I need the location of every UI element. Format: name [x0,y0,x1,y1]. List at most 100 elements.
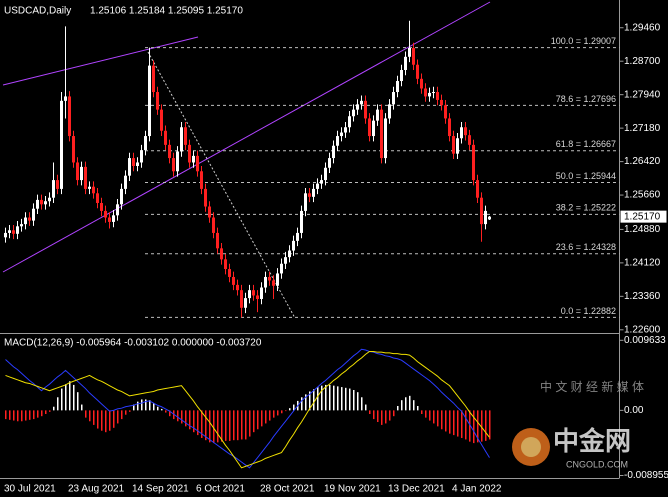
candle-body [32,208,35,221]
histogram-bar [417,406,419,411]
histogram-bar [333,385,335,411]
indicator-line [5,350,490,469]
candle-body [268,276,271,281]
candle-body [232,276,235,285]
watermark: 中 文 财 经 新 媒 体 中金网 CNGOLD.COM [512,379,644,469]
histogram-bar [37,410,39,418]
candle-body [164,130,167,145]
candle-body [64,96,67,101]
candle-body [180,127,183,152]
histogram-bar [489,410,491,440]
candle-body [72,136,75,163]
histogram-bar [453,410,455,436]
candle-body [364,100,367,119]
histogram-bar [357,392,359,411]
histogram-bar [349,388,351,411]
histogram-bar [285,410,287,412]
candle-body [4,232,7,238]
candle-body [204,188,207,207]
candle-body [408,47,411,57]
histogram-bar [177,410,179,422]
candle-body [212,217,215,233]
candle-body [468,135,471,145]
histogram-bar [269,410,271,421]
y-tick-label: 1.24880 [624,224,661,235]
candle-body [432,92,435,94]
candle-body [44,201,47,205]
candle-body [76,162,79,181]
candle-body [360,100,363,105]
candle-body [368,118,371,137]
candle-body [392,92,395,105]
candle-body [104,210,107,218]
candle-body [48,197,51,202]
indicator-line [5,348,490,469]
candle-body [228,269,231,277]
histogram-bar [157,406,159,411]
candle-body [124,175,127,189]
histogram-bar [305,394,307,411]
histogram-bar [341,387,343,411]
histogram-bar [429,410,431,421]
indicator-title: MACD(12,26,9) -0.005964 -0.003102 0.0000… [4,338,262,349]
watermark-slogan: 中 文 财 经 新 媒 体 [540,379,644,394]
candle-body [52,180,55,198]
histogram-bar [93,410,95,425]
candle-body [348,116,351,128]
candle-body [300,210,303,233]
candle-body [444,105,447,119]
last-price-label: 1.25170 [624,211,661,222]
y-tick-label: 1.27180 [624,123,661,134]
histogram-bar [153,403,155,411]
candle-body [148,65,151,137]
histogram-bar [381,410,383,425]
watermark-brand: 中金网 [553,426,631,456]
histogram-bar [445,410,447,432]
histogram-bar [221,410,223,442]
histogram-bar [29,410,31,420]
histogram-bar [325,384,327,411]
candle-body [100,202,103,211]
histogram-bar [49,410,51,412]
x-tick-label: 4 Jan 2022 [452,484,502,495]
histogram-bar [321,385,323,411]
histogram-bar [393,410,395,417]
histogram-bar [53,406,55,411]
histogram-bar [41,410,43,417]
histogram-bar [301,397,303,411]
histogram-bar [33,410,35,420]
candle-body [424,88,427,97]
histogram-bar [229,410,231,441]
candle-body [436,92,439,100]
histogram-bar [389,410,391,421]
histogram-bar [13,410,15,421]
histogram-bar [181,410,183,424]
histogram-bar [261,410,263,427]
histogram-bar [25,410,27,421]
y-tick-label: 1.29460 [624,22,661,33]
histogram-bar [81,404,83,411]
histogram-bar [353,390,355,411]
histogram-bar [77,392,79,411]
candle-body [240,290,243,308]
candle-body [284,257,287,264]
fib-label: 61.8 = 1.26667 [556,139,616,149]
y-tick-label: 1.28700 [624,56,661,67]
candle-body [280,263,283,274]
histogram-bar [253,410,255,433]
histogram-bar [197,410,199,436]
plot-area: 1.29460 1.28700 1.27940 1.27180 1.26420 1.256… [4,20,668,495]
candle-body [196,155,199,172]
histogram-bar [361,397,363,411]
candle-body [460,127,463,139]
watermark-site: CNGOLD.COM [566,459,628,469]
histogram-bar [477,410,479,443]
histogram-bar [409,395,411,411]
candle-body [80,166,83,181]
histogram-bar [433,410,435,424]
candle-body [116,204,119,216]
y-tick-label: 1.26420 [624,156,661,167]
candle-body [220,248,223,260]
y-tick-label: 0.00 [624,405,644,416]
histogram-bar [241,410,243,440]
